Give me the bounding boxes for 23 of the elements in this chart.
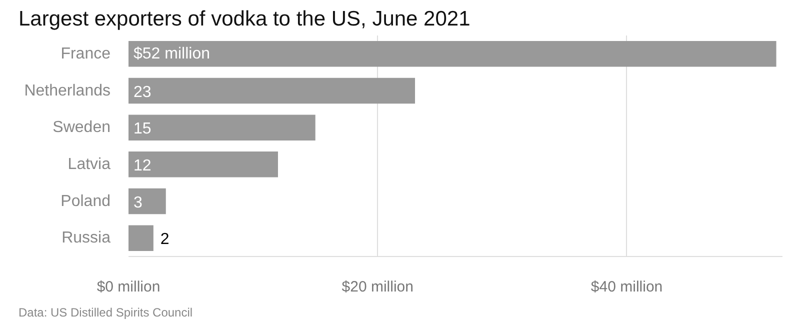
y-tick-label: Poland bbox=[60, 192, 111, 210]
x-tick-label: $40 million bbox=[590, 278, 663, 296]
bar bbox=[128, 114, 316, 140]
x-tick-label: $0 million bbox=[96, 278, 160, 296]
y-tick-label: Netherlands bbox=[24, 82, 111, 100]
y-tick-label: Sweden bbox=[52, 119, 111, 136]
y-tick-label: Latvia bbox=[68, 156, 111, 173]
y-tick-label: Russia bbox=[62, 230, 111, 247]
chart-title: Largest exporters of vodka to the US, June 2021 bbox=[18, 8, 470, 30]
data-label: $52 million bbox=[134, 45, 210, 62]
text: Data: US Distilled Spirits Council bbox=[18, 306, 193, 320]
bar bbox=[128, 225, 154, 251]
bar bbox=[128, 78, 416, 104]
y-tick-label: France bbox=[60, 45, 111, 62]
data-label: 15 bbox=[134, 120, 152, 138]
bar bbox=[128, 152, 278, 178]
data-label: 23 bbox=[134, 84, 152, 101]
bar bbox=[128, 188, 166, 214]
x-tick-label: $20 million bbox=[342, 278, 414, 296]
data-label: 3 bbox=[134, 194, 142, 212]
bar bbox=[128, 41, 776, 67]
data-label: 2 bbox=[160, 231, 170, 248]
data-label: 12 bbox=[134, 157, 152, 174]
